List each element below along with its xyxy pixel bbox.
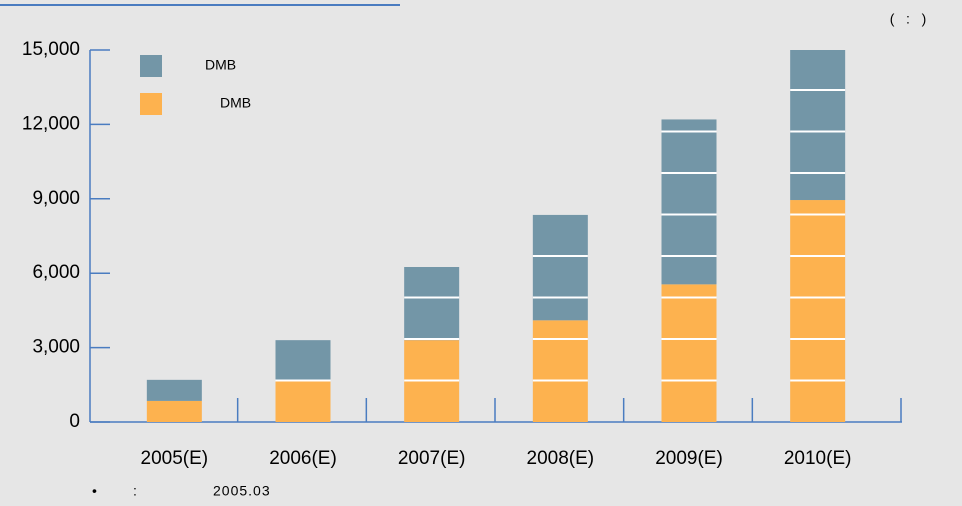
y-tick-label: 3,000 (32, 337, 80, 358)
y-tick-label: 12,000 (22, 113, 80, 134)
y-tick-label: 6,000 (32, 262, 80, 283)
bar-segment (532, 320, 588, 422)
bar-segment (661, 119, 717, 285)
bar-segment (790, 50, 846, 201)
note-bullet: • (92, 483, 97, 499)
note-label: : (133, 483, 137, 499)
legend-swatch (140, 93, 162, 115)
legend-label: DMB (220, 95, 251, 111)
bar-segment (790, 200, 846, 422)
bar-segment (146, 400, 202, 422)
bar-segment (146, 379, 202, 401)
bar-segment (661, 284, 717, 422)
y-tick-label: 15,000 (22, 39, 80, 60)
y-tick-label: 0 (69, 411, 80, 432)
legend-swatch (140, 55, 162, 77)
x-tick-label: 2007(E) (398, 448, 466, 469)
bar-segment (532, 214, 588, 321)
x-tick-label: 2009(E) (655, 448, 723, 469)
unit-label: ( : ) (890, 11, 927, 27)
x-tick-label: 2006(E) (269, 448, 337, 469)
note-text: 2005.03 (213, 483, 271, 499)
bar-segment (275, 340, 331, 380)
y-tick-label: 9,000 (32, 188, 80, 209)
bar-segment (404, 267, 460, 341)
x-tick-label: 2005(E) (141, 448, 209, 469)
bar-segment (275, 379, 331, 422)
x-tick-label: 2008(E) (527, 448, 595, 469)
x-tick-label: 2010(E) (784, 448, 852, 469)
legend-label: DMB (205, 57, 236, 73)
